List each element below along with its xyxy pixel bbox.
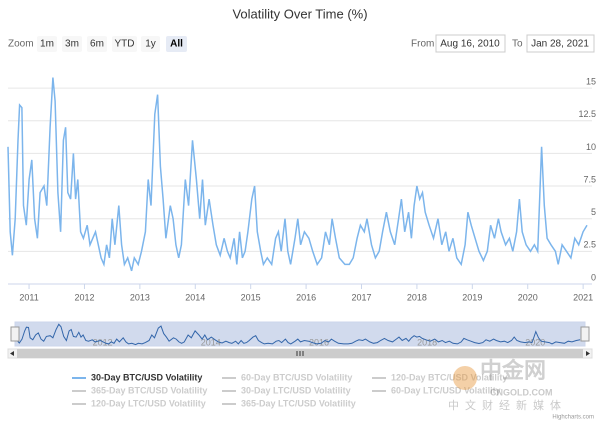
from-label: From	[411, 39, 434, 50]
x-tick-label: 2014	[185, 292, 205, 302]
x-tick-label: 2016	[296, 292, 316, 302]
navigator-handle[interactable]	[10, 326, 20, 342]
range-button-label[interactable]: 3m	[65, 39, 79, 50]
navigator-line	[14, 323, 581, 346]
range-button-label[interactable]: All	[170, 39, 183, 50]
zoom-label: Zoom	[8, 39, 34, 50]
y-tick-label: 15	[586, 76, 596, 86]
legend-label[interactable]: 60-Day BTC/USD Volatility	[241, 372, 352, 382]
range-button[interactable]	[141, 36, 160, 52]
range-button-label[interactable]: 1m	[40, 39, 54, 50]
x-tick-label: 2012	[74, 292, 94, 302]
range-button[interactable]	[62, 36, 82, 52]
x-tick-label: 2019	[462, 292, 482, 302]
x-tick-label: 2021	[573, 292, 593, 302]
scrollbar-grip	[296, 351, 304, 356]
x-tick-label: 2020	[518, 292, 538, 302]
watermark-text: CNGOLD.COM	[490, 387, 553, 397]
x-tick-label: 2013	[130, 292, 150, 302]
legend-label[interactable]: 120-Day BTC/USD Volatility	[391, 372, 507, 382]
y-tick-label: 12.5	[578, 109, 596, 119]
to-value[interactable]: Jan 28, 2021	[531, 39, 589, 50]
watermark-text: 中金网	[480, 358, 546, 383]
range-button-label[interactable]: YTD	[115, 39, 135, 50]
legend-label[interactable]: 60-Day LTC/USD Volatility	[391, 385, 501, 395]
range-button[interactable]	[112, 36, 137, 52]
watermark-text: 中文财经新媒体	[448, 398, 567, 412]
watermark-logo	[453, 366, 477, 390]
legend-label[interactable]: 120-Day LTC/USD Volatility	[91, 398, 206, 408]
x-tick-label: 2017	[351, 292, 371, 302]
y-tick-label: 7.5	[583, 174, 596, 184]
navigator-label: 2020	[525, 337, 545, 347]
y-tick-label: 0	[591, 272, 596, 282]
credits[interactable]: Highcharts.com	[552, 415, 594, 421]
chart-title: Volatility Over Time (%)	[232, 6, 367, 21]
navigator-label: 2018	[417, 337, 437, 347]
range-button[interactable]	[37, 36, 57, 52]
navigator-label: 2014	[201, 337, 221, 347]
x-tick-label: 2015	[241, 292, 261, 302]
legend-label[interactable]: 30-Day LTC/USD Volatility	[241, 385, 351, 395]
range-button[interactable]	[87, 36, 107, 52]
y-tick-label: 10	[586, 142, 596, 152]
navigator-handle[interactable]	[580, 326, 590, 342]
scrollbar-arrow-right[interactable]	[586, 351, 590, 356]
navigator-label: 2016	[309, 337, 329, 347]
navigator-label: 2012	[93, 337, 113, 347]
from-value[interactable]: Aug 16, 2010	[440, 39, 500, 50]
series-line	[7, 77, 588, 272]
legend-label[interactable]: 365-Day LTC/USD Volatility	[241, 398, 356, 408]
range-button-label[interactable]: 6m	[90, 39, 104, 50]
range-button-label[interactable]: 1y	[145, 39, 156, 50]
from-input[interactable]	[435, 34, 506, 53]
y-tick-label: 2.5	[583, 240, 596, 250]
to-input[interactable]	[526, 34, 595, 53]
legend-label[interactable]: 30-Day BTC/USD Volatility	[91, 372, 202, 382]
x-tick-label: 2018	[407, 292, 427, 302]
to-label: To	[512, 39, 523, 50]
range-button[interactable]	[166, 36, 187, 52]
x-tick-label: 2011	[19, 292, 38, 302]
scrollbar-arrow-left[interactable]	[10, 351, 14, 356]
legend-label[interactable]: 365-Day BTC/USD Volatility	[91, 385, 207, 395]
y-tick-label: 5	[591, 207, 596, 217]
